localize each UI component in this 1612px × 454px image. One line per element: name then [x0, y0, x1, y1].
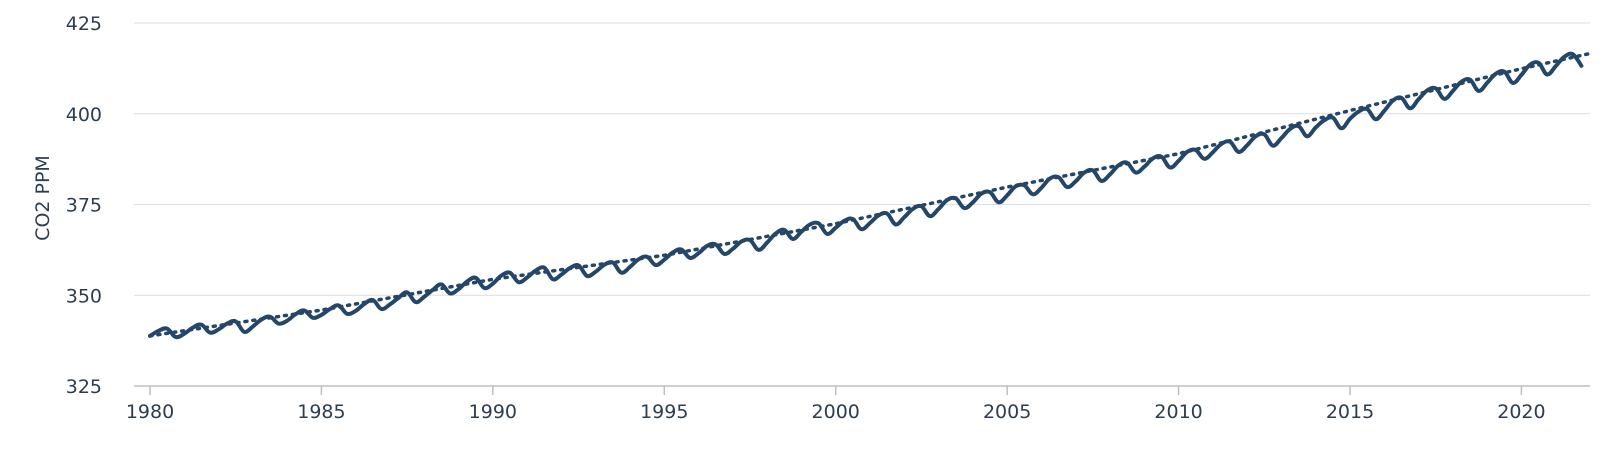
x-tick-label-2005: 2005 [983, 401, 1031, 423]
x-tick-label-2015: 2015 [1326, 401, 1374, 423]
y-tick-label-375: 375 [66, 195, 102, 217]
x-tick-label-1985: 1985 [297, 401, 345, 423]
series-lines [148, 51, 1592, 340]
x-tick-label-2020: 2020 [1497, 401, 1545, 423]
y-tick-label-400: 400 [66, 104, 102, 126]
series-line-monthly [148, 51, 1584, 340]
y-tick-label-350: 350 [66, 285, 102, 307]
y-axis-title: CO2 PPM [32, 155, 54, 241]
x-tick-label-1980: 1980 [126, 401, 174, 423]
x-tick-label-1990: 1990 [469, 401, 517, 423]
y-tick-label-325: 325 [66, 376, 102, 398]
x-tick-label-2000: 2000 [812, 401, 860, 423]
x-tick-label-1995: 1995 [640, 401, 688, 423]
y-axis: 325 350 375 400 425 [66, 13, 102, 398]
y-tick-label-425: 425 [66, 13, 102, 35]
gridlines [134, 22, 1590, 296]
x-tick-label-2010: 2010 [1154, 401, 1202, 423]
x-axis: 1980 1985 1990 1995 2000 2005 2010 2015 2020 [126, 385, 1590, 423]
series-line-trend [148, 51, 1592, 338]
